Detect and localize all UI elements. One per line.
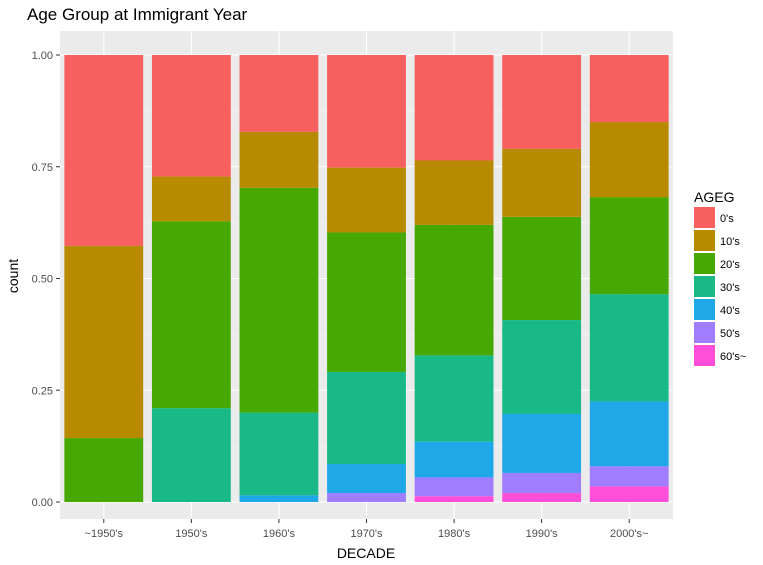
x-tick-label: 1960's [263, 528, 296, 540]
legend: AGEG 0's 10's 20's 30's 40's 50's 60's~ [694, 189, 746, 366]
legend-label: 0's [720, 213, 734, 225]
bar-segment [239, 55, 319, 132]
legend-label: 30's [720, 282, 740, 294]
bar-segment [239, 131, 319, 188]
bar-segment [151, 55, 231, 177]
bar-segment [502, 55, 582, 149]
legend-swatch [694, 230, 715, 251]
bar-segment [327, 232, 406, 372]
bar-segment [502, 413, 582, 473]
legend-swatch [694, 345, 715, 366]
bar-segment [589, 122, 669, 198]
legend-swatch [694, 276, 715, 297]
bar-segment [414, 224, 494, 356]
y-tick-label: 0.00 [32, 497, 53, 509]
bar-segment [589, 466, 669, 487]
legend-label: 10's [720, 236, 740, 248]
bar-segment [589, 294, 669, 402]
bar-segment [502, 493, 582, 502]
legend-swatch [694, 207, 715, 228]
bar-segment [414, 496, 494, 502]
bars [64, 55, 669, 502]
legend-label: 40's [720, 305, 740, 317]
legend-label: 20's [720, 259, 740, 271]
bar-segment [327, 55, 406, 168]
x-axis: ~1950's 1950's 1960's 1970's 1980's 1990's 200… [85, 519, 649, 540]
bar-segment [502, 148, 582, 217]
x-tick-label: 1970's [350, 528, 383, 540]
bar-segment [151, 408, 231, 502]
legend-label: 60's~ [720, 351, 746, 363]
bar-segment [327, 493, 406, 502]
legend-swatch [694, 322, 715, 343]
legend-swatch [694, 299, 715, 320]
x-axis-title: DECADE [337, 545, 395, 561]
y-tick-label: 0.75 [32, 162, 53, 174]
bar-segment [414, 477, 494, 497]
x-tick-label: 1990's [526, 528, 559, 540]
bar-segment [239, 495, 319, 502]
bar-segment [414, 55, 494, 161]
bar-segment [589, 401, 669, 467]
x-tick-label: ~1950's [85, 528, 124, 540]
y-tick-label: 0.50 [32, 274, 53, 286]
x-tick-label: 1950's [175, 528, 208, 540]
bar-segment [502, 216, 582, 321]
y-axis-title: count [5, 259, 21, 293]
bar-segment [151, 221, 231, 409]
bar-segment [589, 197, 669, 295]
bar-segment [327, 464, 406, 494]
bar-segment [239, 412, 319, 496]
bar-segment [64, 245, 144, 439]
x-tick-label: 1980's [438, 528, 471, 540]
bar-segment [589, 486, 669, 502]
legend-swatch [694, 253, 715, 274]
bar-segment [327, 371, 406, 465]
bar-segment [414, 355, 494, 442]
bar-segment [64, 55, 144, 246]
y-tick-label: 1.00 [32, 50, 53, 62]
y-tick-label: 0.25 [32, 385, 53, 397]
legend-label: 50's [720, 328, 740, 340]
bar-segment [327, 167, 406, 233]
bar-segment [64, 438, 144, 502]
bar-segment [502, 320, 582, 414]
bar-segment [502, 472, 582, 494]
bar-segment [589, 55, 669, 123]
bar-segment [239, 187, 319, 413]
x-tick-label: 2000's~ [610, 528, 649, 540]
bar-segment [414, 441, 494, 478]
y-axis: 0.00 0.25 0.50 0.75 1.00 [32, 50, 60, 509]
legend-title: AGEG [694, 189, 734, 205]
bar-segment [151, 176, 231, 222]
chart-title: Age Group at Immigrant Year [27, 5, 248, 24]
bar-segment [414, 160, 494, 225]
